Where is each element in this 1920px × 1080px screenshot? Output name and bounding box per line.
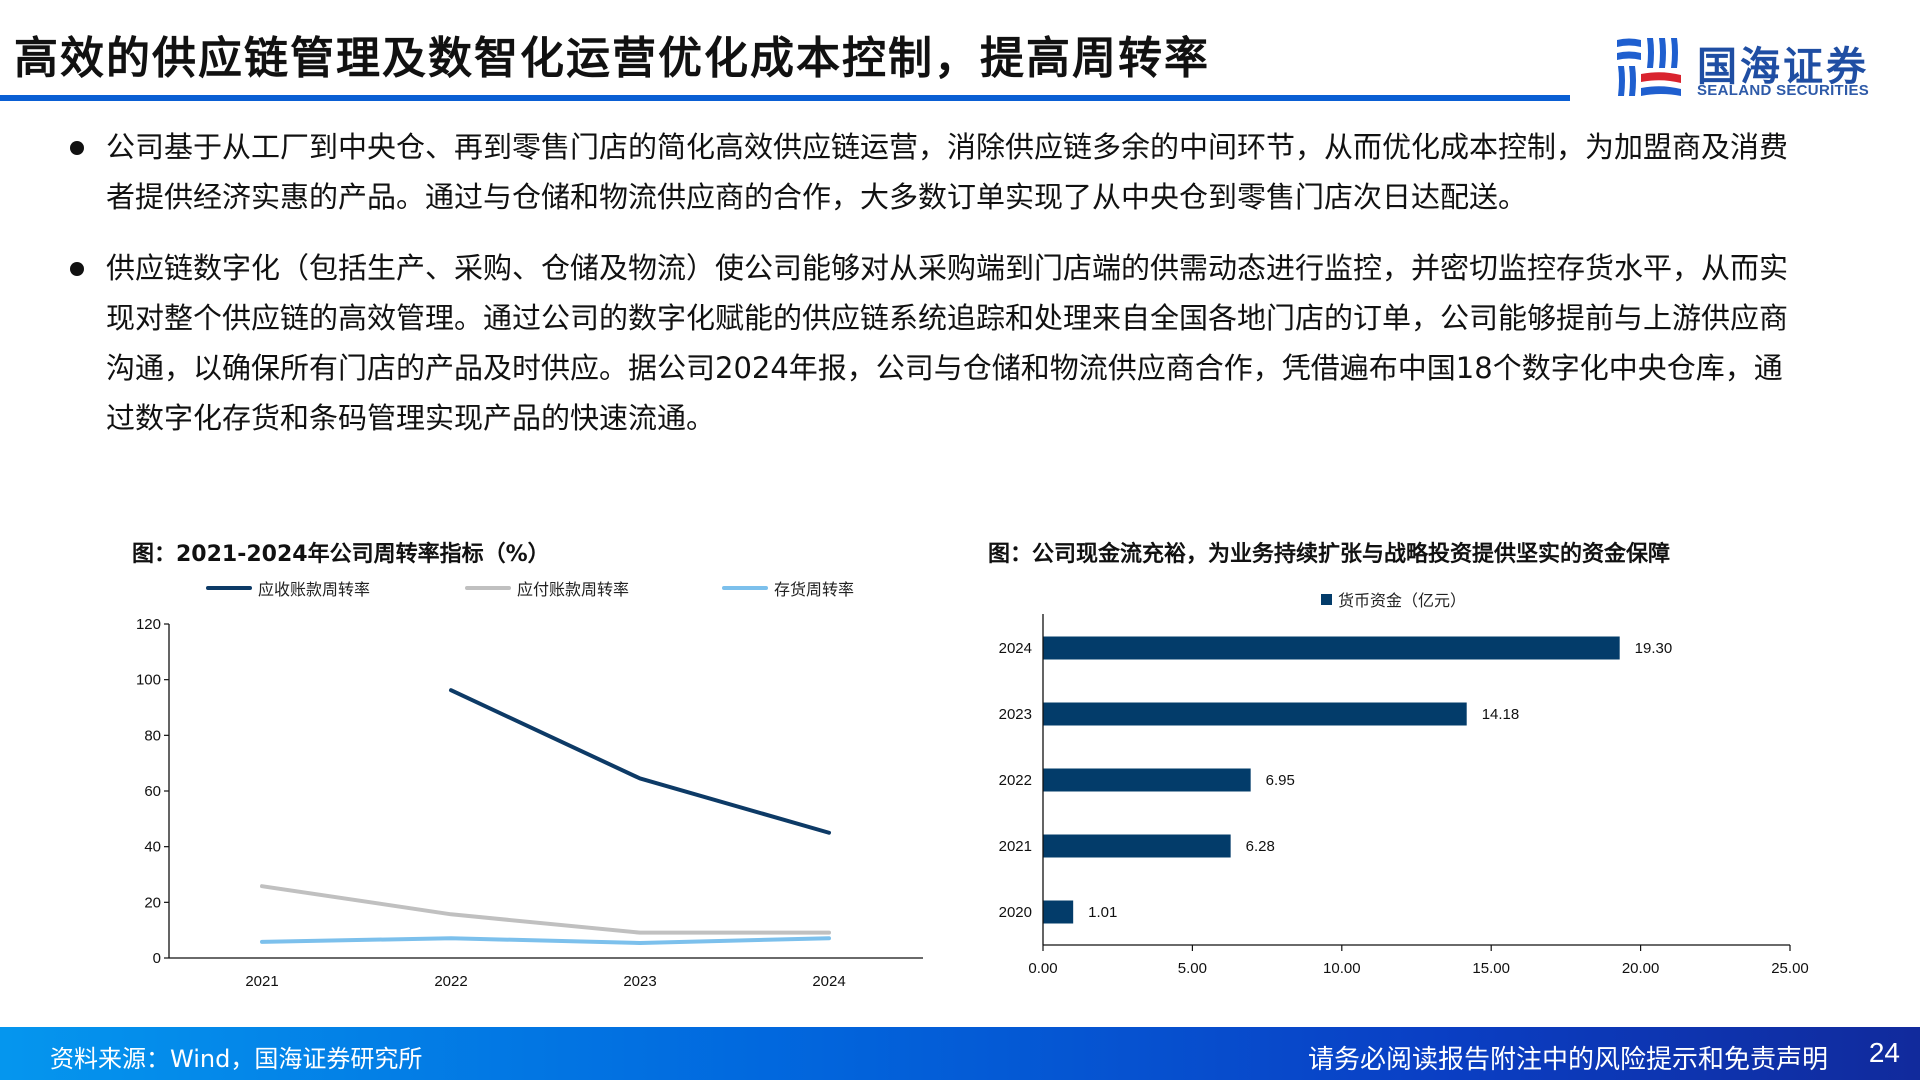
- y-category-label: 2021: [999, 838, 1032, 855]
- x-tick-label: 10.00: [1323, 960, 1361, 977]
- x-tick-label: 20.00: [1622, 960, 1660, 977]
- line-chart-series: [260, 688, 831, 945]
- page-number: 24: [1868, 1037, 1900, 1068]
- y-category-label: 2022: [999, 772, 1032, 789]
- bar-chart-title: 图：公司现金流充裕，为业务持续扩张与战略投资提供坚实的资金保障: [988, 542, 1671, 567]
- title-underline: [0, 95, 1570, 101]
- bar: [1043, 636, 1620, 660]
- x-tick-label: 2023: [623, 973, 656, 990]
- legend-label: 存货周转率: [774, 580, 855, 599]
- bar: [1043, 900, 1074, 924]
- brand-logo: 国海证券 SEALAND SECURITIES: [1615, 32, 1875, 104]
- legend-label: 应付账款周转率: [517, 580, 630, 599]
- legend-label: 应收账款周转率: [258, 580, 371, 599]
- bullet-text: 公司基于从工厂到中央仓、再到零售门店的简化高效供应链运营，消除供应链多余的中间环…: [106, 130, 1789, 214]
- logo-text-cn: 国海证券: [1697, 44, 1869, 90]
- sealand-logo-icon: [1617, 38, 1681, 96]
- x-tick-label: 15.00: [1472, 960, 1510, 977]
- bar-value-label: 19.30: [1635, 640, 1673, 657]
- legend-item-receivables: 应收账款周转率: [206, 576, 370, 600]
- bullet-dot-icon: [70, 262, 84, 276]
- y-category-label: 2020: [999, 904, 1032, 921]
- legend-line-icon: [722, 586, 768, 590]
- bullet-item: 供应链数字化（包括生产、采购、仓储及物流）使公司能够对从采购端到门店端的供需动态…: [70, 243, 1790, 443]
- legend-item-payables: 应付账款周转率: [465, 576, 629, 600]
- series-line: [449, 688, 831, 835]
- line-chart-axes: 0 20 40 60 80 100 120 2021 2022 2023 2024: [136, 616, 923, 990]
- y-tick-label: 120: [136, 616, 161, 633]
- logo-text-en: SEALAND SECURITIES: [1697, 82, 1870, 99]
- series-line: [260, 884, 831, 935]
- line-chart-title: 图：2021-2024年公司周转率指标（%）: [132, 542, 550, 567]
- y-tick-label: 80: [144, 727, 161, 744]
- bar: [1043, 834, 1231, 858]
- bar-value-label: 6.28: [1246, 838, 1275, 855]
- legend-item-inventory: 存货周转率: [722, 576, 854, 600]
- bar-chart-bars: 19.30 14.18 6.95 6.28 1.01: [1043, 636, 1673, 924]
- y-category-label: 2023: [999, 706, 1032, 723]
- page-title: 高效的供应链管理及数智化运营优化成本控制，提高周转率: [14, 33, 1210, 84]
- legend-square-icon: [1321, 593, 1332, 605]
- y-tick-label: 100: [136, 672, 161, 689]
- legend-line-icon: [465, 586, 511, 590]
- bullet-dot-icon: [70, 141, 84, 155]
- bar-value-label: 1.01: [1088, 904, 1117, 921]
- y-category-label: 2024: [999, 640, 1032, 657]
- legend-item-cash: 货币资金（亿元）: [1321, 587, 1466, 611]
- x-tick-label: 5.00: [1178, 960, 1207, 977]
- x-tick-label: 2022: [434, 973, 467, 990]
- legend-line-icon: [206, 586, 252, 590]
- bar-value-label: 6.95: [1266, 772, 1295, 789]
- x-tick-label: 0.00: [1028, 960, 1057, 977]
- footer-disclaimer: 请务必阅读报告附注中的风险提示和免责声明: [1307, 1045, 1828, 1075]
- legend-label: 货币资金（亿元）: [1338, 591, 1467, 610]
- y-tick-label: 60: [144, 783, 161, 800]
- bar-chart-axes: 2024 2023 2022 2021 2020 0.00 5.00 10.00 15.00 20…: [999, 614, 1809, 977]
- bar-value-label: 14.18: [1482, 706, 1520, 723]
- series-line: [260, 936, 831, 945]
- bar: [1043, 768, 1251, 792]
- y-tick-label: 20: [144, 894, 161, 911]
- bar: [1043, 702, 1467, 726]
- footer-source: 资料来源：Wind，国海证券研究所: [50, 1045, 423, 1073]
- bullet-item: 公司基于从工厂到中央仓、再到零售门店的简化高效供应链运营，消除供应链多余的中间环…: [70, 122, 1790, 222]
- x-tick-label: 2024: [812, 973, 845, 990]
- x-tick-label: 25.00: [1771, 960, 1809, 977]
- y-tick-label: 40: [144, 839, 161, 856]
- y-tick-label: 0: [153, 950, 161, 967]
- footer-bar: 资料来源：Wind，国海证券研究所 请务必阅读报告附注中的风险提示和免责声明 2…: [0, 1027, 1920, 1080]
- bullet-list: 公司基于从工厂到中央仓、再到零售门店的简化高效供应链运营，消除供应链多余的中间环…: [70, 122, 1790, 464]
- x-tick-label: 2021: [245, 973, 278, 990]
- bullet-text: 供应链数字化（包括生产、采购、仓储及物流）使公司能够对从采购端到门店端的供需动态…: [106, 251, 1789, 435]
